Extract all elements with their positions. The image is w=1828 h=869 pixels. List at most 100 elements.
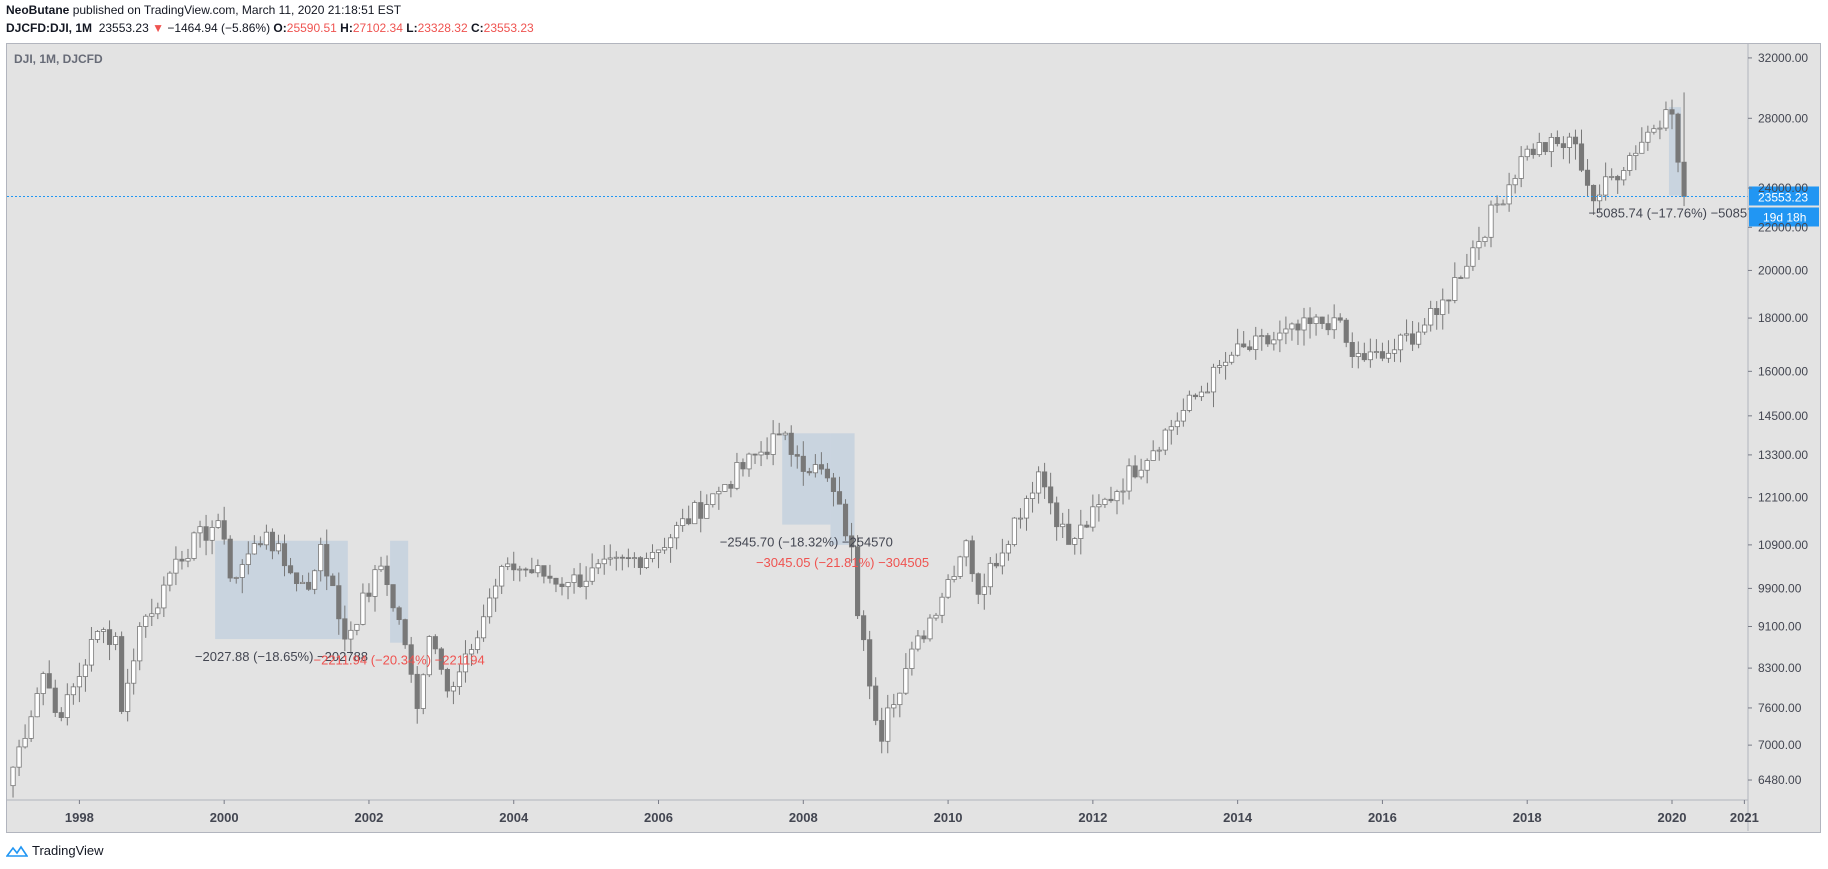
candle-body <box>1452 277 1458 301</box>
candle-body <box>559 583 565 588</box>
candle-body <box>1168 426 1174 431</box>
candle-body <box>1229 354 1235 363</box>
candle-body <box>710 493 716 505</box>
candle-body <box>1150 450 1156 461</box>
candle-body <box>1578 143 1585 171</box>
candle-body <box>879 720 885 742</box>
y-tick-label: 32000.00 <box>1758 51 1808 65</box>
x-tick-label: 2018 <box>1513 810 1542 825</box>
range-label: −2545.70 (−18.32%) −254570 <box>720 535 893 550</box>
candle-body <box>661 547 668 551</box>
candle-body <box>113 636 119 645</box>
candle-body <box>909 648 915 669</box>
candle-body <box>46 673 52 689</box>
candle-body <box>161 584 167 609</box>
candle-body <box>1621 170 1627 181</box>
candle-body <box>287 565 294 574</box>
candle-body <box>1313 316 1319 324</box>
candle-body <box>119 636 125 712</box>
candle-body <box>981 586 987 595</box>
candle-body <box>1651 128 1657 133</box>
candle-body <box>1542 142 1548 153</box>
range-label: −3045.05 (−21.81%) −304505 <box>756 555 929 570</box>
candle-body <box>131 660 137 684</box>
candle-body <box>999 552 1005 567</box>
candle-body <box>1301 317 1307 331</box>
candle-body <box>149 613 155 617</box>
candle-body <box>1639 141 1645 154</box>
candle-body <box>903 668 909 694</box>
candle-body <box>1307 317 1313 324</box>
candle-body <box>245 553 251 565</box>
candle-body <box>848 535 855 548</box>
candle-body <box>22 737 28 748</box>
y-tick-label: 9900.00 <box>1758 581 1802 595</box>
candle-body <box>468 649 475 655</box>
candle-body <box>655 549 662 553</box>
candle-body <box>40 673 46 694</box>
candle-body <box>1216 365 1223 368</box>
y-tick-label: 16000.00 <box>1758 364 1808 378</box>
current-price-tag <box>1749 186 1819 206</box>
candle-body <box>263 531 269 546</box>
range-label: −2211.94 (−20.34%) −221194 <box>314 653 485 668</box>
x-tick-label: 2014 <box>1223 810 1253 825</box>
candle-body <box>1494 203 1500 206</box>
candle-body <box>1355 353 1361 357</box>
candle-body <box>722 484 728 492</box>
candle-body <box>915 635 921 650</box>
publish-text: published on TradingView.com, March 11, … <box>72 3 402 17</box>
candle-body <box>529 569 535 574</box>
candle-body <box>1029 492 1036 499</box>
candle-body <box>1566 136 1573 148</box>
candle-body <box>1554 137 1560 145</box>
chart-area[interactable] <box>6 43 1821 833</box>
candle-body <box>1367 351 1373 361</box>
candle-body <box>239 564 245 578</box>
candle-body <box>1615 176 1621 181</box>
countdown-label: 19d 18h <box>1763 210 1806 224</box>
last-price: 23553.23 <box>98 21 149 35</box>
candle-body <box>438 648 444 670</box>
candle-body <box>553 577 559 585</box>
axes: 6480.00 7000.00 7600.00 8300.00 9100.00 9900.… <box>7 44 1808 831</box>
y-tick-label: 22000.00 <box>1758 220 1808 234</box>
candle-body <box>734 462 740 489</box>
x-tick-label: 1998 <box>65 810 94 825</box>
candle-body <box>10 766 16 787</box>
candle-body <box>1102 498 1108 505</box>
candle-body <box>975 573 981 595</box>
author-name: NeoButane <box>6 3 70 17</box>
price-change: −1464.94 (−5.86%) <box>167 21 271 35</box>
candle-body <box>221 520 227 540</box>
candle-body <box>1548 137 1554 153</box>
candle-body <box>1156 449 1162 452</box>
candles <box>10 92 1687 798</box>
candle-body <box>1210 366 1217 393</box>
candle-body <box>794 454 800 457</box>
range-labels: −2027.88 (−18.65%) −202788−2211.94 (−20.… <box>195 206 1762 668</box>
candle-body <box>420 674 426 709</box>
candle-body <box>897 692 903 706</box>
candle-body <box>728 484 734 489</box>
open-label: O: <box>273 21 287 35</box>
candle-body <box>378 565 384 571</box>
candle-body <box>631 557 637 560</box>
candle-body <box>197 526 203 534</box>
candle-body <box>1663 109 1669 129</box>
candle-body <box>716 491 722 495</box>
candle-body <box>1518 156 1524 179</box>
candle-body <box>517 568 523 571</box>
candle-body <box>1241 343 1247 348</box>
candle-body <box>625 557 631 559</box>
candle-body <box>28 716 34 739</box>
candle-body <box>619 556 625 559</box>
candle-body <box>607 557 613 560</box>
pane-label: DJI, 1M, DJCFD <box>14 52 103 66</box>
candle-body <box>1005 544 1011 554</box>
candle-body <box>1422 324 1428 333</box>
candle-body <box>842 503 849 537</box>
candle-body <box>203 526 209 541</box>
candle-body <box>1054 502 1060 528</box>
